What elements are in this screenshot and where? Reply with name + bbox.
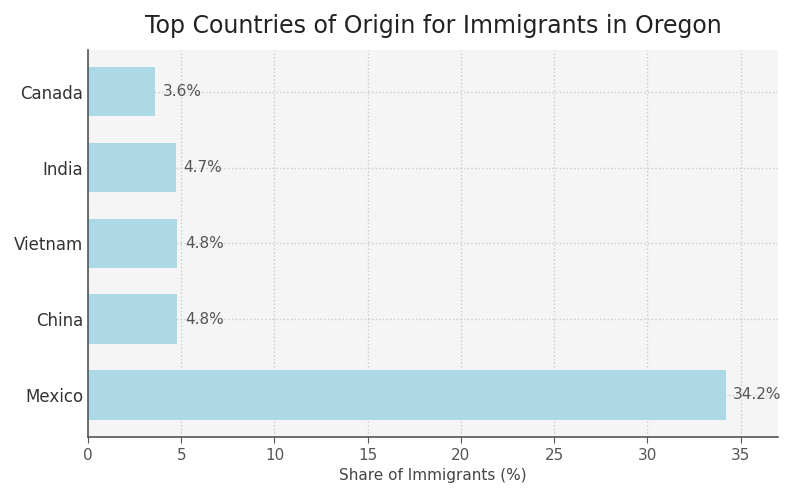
Bar <box>88 143 176 192</box>
Bar <box>88 67 155 116</box>
X-axis label: Share of Immigrants (%): Share of Immigrants (%) <box>339 468 526 483</box>
Text: 4.8%: 4.8% <box>185 236 224 251</box>
Bar <box>88 295 178 344</box>
Text: 34.2%: 34.2% <box>733 387 782 403</box>
Text: 4.8%: 4.8% <box>185 312 224 327</box>
Text: 4.7%: 4.7% <box>183 160 222 175</box>
Bar <box>88 370 726 419</box>
Title: Top Countries of Origin for Immigrants in Oregon: Top Countries of Origin for Immigrants i… <box>145 14 722 38</box>
Text: 3.6%: 3.6% <box>162 84 202 99</box>
Bar <box>88 219 178 268</box>
